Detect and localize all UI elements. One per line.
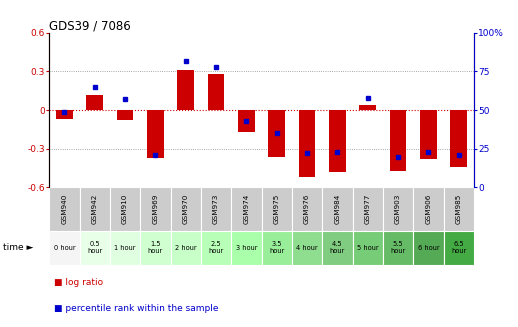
Bar [56, 110, 73, 119]
Text: GSM942: GSM942 [92, 194, 98, 224]
Bar [292, 187, 322, 231]
Bar [383, 187, 413, 231]
Text: 6.5
hour: 6.5 hour [451, 241, 466, 254]
Text: GSM976: GSM976 [304, 194, 310, 224]
Text: 1.5
hour: 1.5 hour [148, 241, 163, 254]
Text: 3 hour: 3 hour [236, 245, 257, 251]
Bar [208, 74, 224, 110]
Bar [231, 187, 262, 231]
Text: 4 hour: 4 hour [296, 245, 318, 251]
Bar [322, 187, 353, 231]
Text: 3.5
hour: 3.5 hour [269, 241, 284, 254]
Bar [262, 231, 292, 265]
Text: ■ percentile rank within the sample: ■ percentile rank within the sample [54, 304, 219, 313]
Text: 2.5
hour: 2.5 hour [208, 241, 224, 254]
Bar [292, 231, 322, 265]
Bar [353, 187, 383, 231]
Text: 0.5
hour: 0.5 hour [87, 241, 103, 254]
Text: 5 hour: 5 hour [357, 245, 379, 251]
Bar [299, 110, 315, 177]
Text: 4.5
hour: 4.5 hour [330, 241, 345, 254]
Text: GSM974: GSM974 [243, 194, 250, 224]
Bar [110, 187, 140, 231]
Text: 6 hour: 6 hour [418, 245, 439, 251]
Text: GDS39 / 7086: GDS39 / 7086 [49, 20, 131, 33]
Bar [420, 110, 437, 159]
Bar [443, 231, 474, 265]
Text: GSM977: GSM977 [365, 194, 371, 224]
Text: ■ log ratio: ■ log ratio [54, 278, 104, 287]
Text: GSM975: GSM975 [274, 194, 280, 224]
Bar [262, 187, 292, 231]
Text: GSM903: GSM903 [395, 194, 401, 224]
Bar [383, 231, 413, 265]
Bar [201, 231, 231, 265]
Text: GSM970: GSM970 [183, 194, 189, 224]
Bar [87, 95, 103, 110]
Text: 2 hour: 2 hour [175, 245, 196, 251]
Bar [451, 110, 467, 167]
Bar [140, 231, 170, 265]
Bar [231, 231, 262, 265]
Bar [359, 105, 376, 110]
Text: 0 hour: 0 hour [53, 245, 75, 251]
Bar [147, 110, 164, 158]
Text: time ►: time ► [3, 243, 33, 252]
Text: GSM940: GSM940 [61, 194, 67, 224]
Bar [329, 110, 346, 172]
Bar [201, 187, 231, 231]
Bar [413, 231, 443, 265]
Bar [110, 231, 140, 265]
Bar [49, 231, 80, 265]
Bar [117, 110, 134, 120]
Bar [170, 187, 201, 231]
Bar [49, 187, 80, 231]
Bar [443, 187, 474, 231]
Text: GSM910: GSM910 [122, 194, 128, 224]
Bar [268, 110, 285, 157]
Text: GSM969: GSM969 [152, 194, 159, 224]
Text: 1 hour: 1 hour [114, 245, 136, 251]
Bar [353, 231, 383, 265]
Bar [80, 187, 110, 231]
Bar [80, 231, 110, 265]
Bar [413, 187, 443, 231]
Text: 5.5
hour: 5.5 hour [391, 241, 406, 254]
Bar [140, 187, 170, 231]
Bar [322, 231, 353, 265]
Text: GSM973: GSM973 [213, 194, 219, 224]
Bar [177, 70, 194, 110]
Text: GSM984: GSM984 [335, 194, 340, 224]
Bar [390, 110, 407, 171]
Bar [238, 110, 255, 132]
Text: GSM985: GSM985 [456, 194, 462, 224]
Text: GSM906: GSM906 [425, 194, 431, 224]
Bar [170, 231, 201, 265]
